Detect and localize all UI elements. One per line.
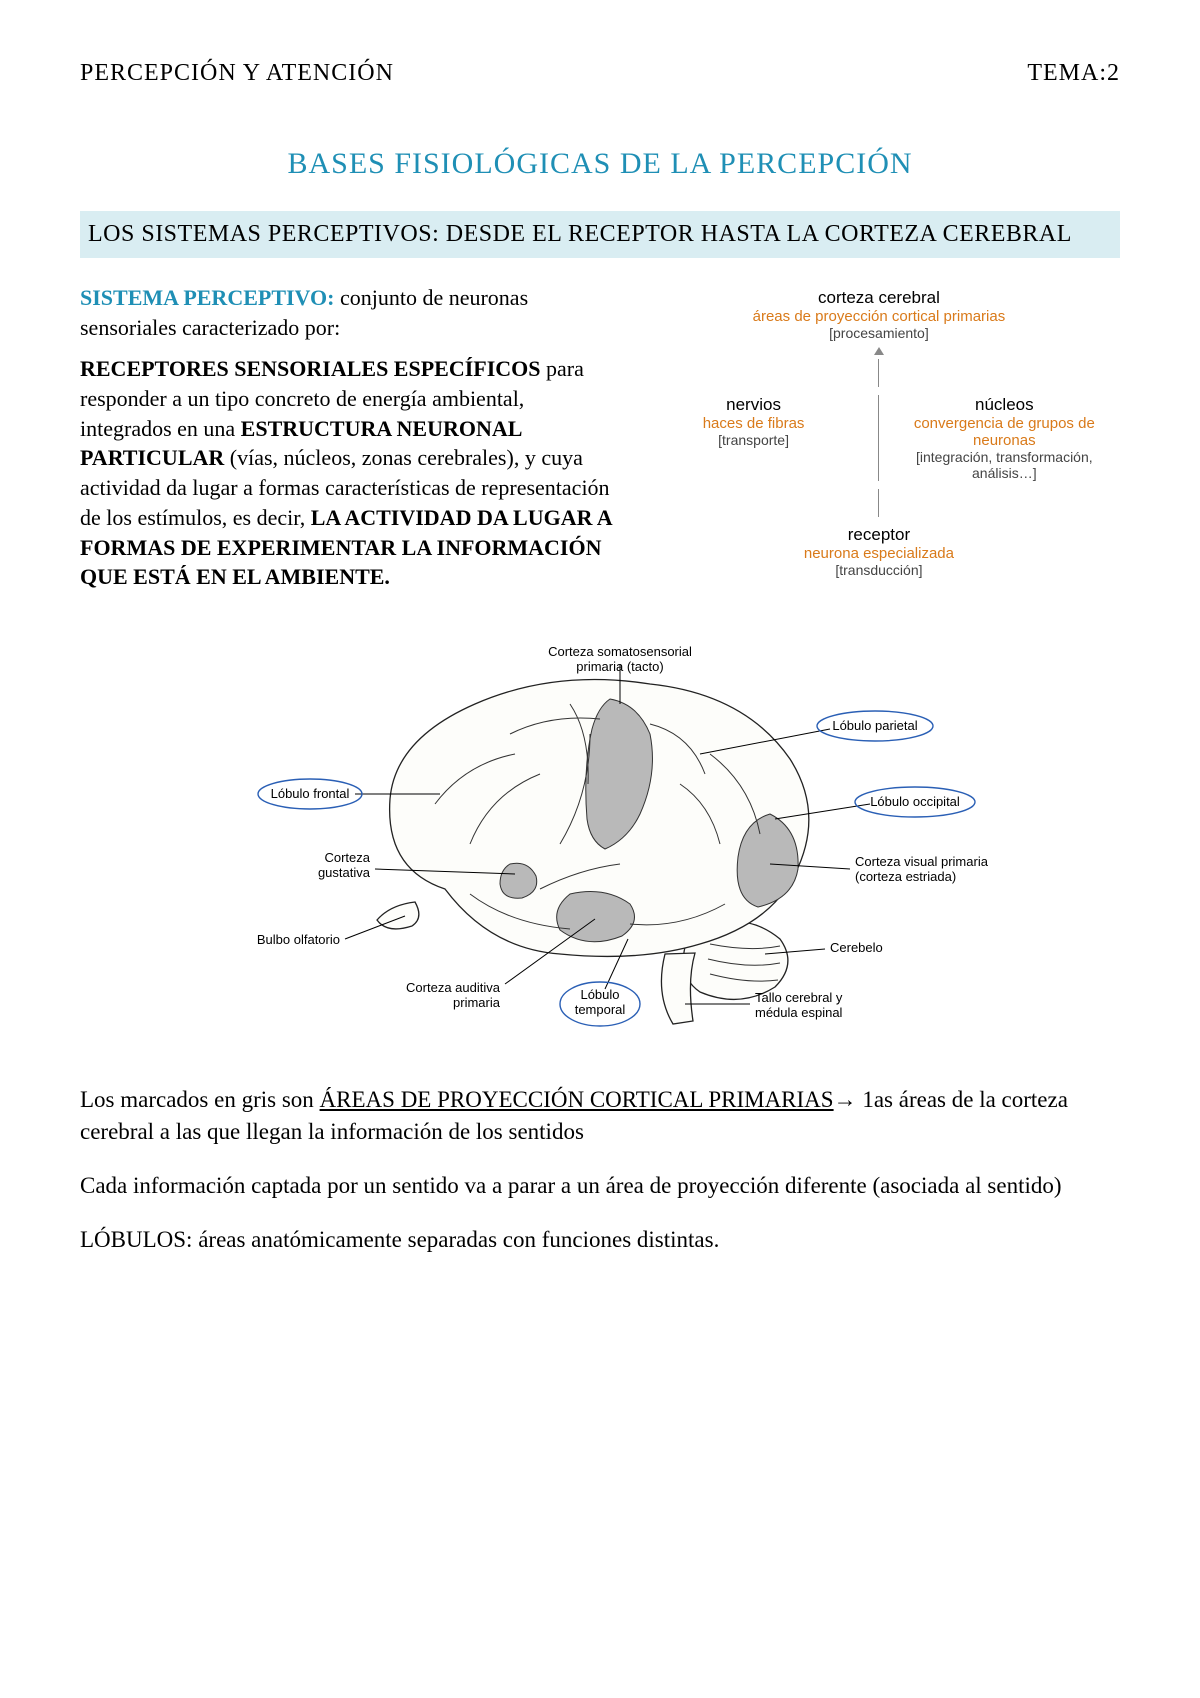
flow-right-label: núcleos [893, 395, 1115, 415]
brainstem-shape [661, 953, 695, 1024]
flow-right-note: [integración, transformación, análisis…] [893, 449, 1115, 481]
brain-svg: Corteza somatosensorial primaria (tacto)… [210, 644, 990, 1044]
flow-bottom-label: receptor [638, 525, 1120, 545]
flow-top: corteza cerebral áreas de proyección cor… [638, 288, 1120, 341]
brain-diagram: Corteza somatosensorial primaria (tacto)… [80, 644, 1120, 1044]
flow-top-label: corteza cerebral [638, 288, 1120, 308]
term-sistema: SISTEMA PERCEPTIVO: [80, 285, 334, 310]
lower-paragraphs: Los marcados en gris son ÁREAS DE PROYEC… [80, 1084, 1120, 1257]
flow-bottom-note: [transducción] [638, 562, 1120, 578]
label-temp2: temporal [575, 1002, 626, 1017]
flow-top-note: [procesamiento] [638, 325, 1120, 341]
header-left: PERCEPCIÓN Y ATENCIÓN [80, 60, 394, 87]
arrow-stem-icon [638, 489, 1120, 517]
flow-right-sub: convergencia de grupos de neuronas [893, 415, 1115, 449]
flow-top-sub: áreas de proyección cortical primarias [638, 308, 1120, 325]
label-visual1: Corteza visual primaria [855, 854, 989, 869]
auditory-area [557, 891, 635, 941]
flow-mid-divider [878, 395, 879, 481]
main-title: BASES FISIOLÓGICAS DE LA PERCEPCIÓN [80, 147, 1120, 181]
label-gust2: gustativa [318, 865, 371, 880]
label-bulbo: Bulbo olfatorio [257, 932, 340, 947]
p1u: ÁREAS DE PROYECCIÓN CORTICAL PRIMARIAS [320, 1087, 834, 1112]
header-right: TEMA:2 [1027, 60, 1120, 87]
label-aud2: primaria [453, 995, 501, 1010]
page-header: PERCEPCIÓN Y ATENCIÓN TEMA:2 [80, 60, 1120, 87]
label-somato2: primaria (tacto) [576, 659, 663, 674]
label-temp1: Lóbulo [580, 987, 619, 1002]
p1a: Los marcados en gris son [80, 1087, 320, 1112]
label-visual2: (corteza estriada) [855, 869, 956, 884]
flow-left: nervios haces de fibras [transporte] [643, 395, 865, 448]
two-column-layout: SISTEMA PERCEPTIVO: conjunto de neuronas… [80, 283, 1120, 604]
lower-p3: LÓBULOS: áreas anatómicamente separadas … [80, 1224, 1120, 1256]
section-heading: LOS SISTEMAS PERCEPTIVOS: DESDE EL RECEP… [80, 211, 1120, 258]
para-2: RECEPTORES SENSORIALES ESPECÍFICOS para … [80, 354, 613, 592]
label-gust1: Corteza [324, 850, 370, 865]
flow-left-label: nervios [643, 395, 865, 415]
lower-p2: Cada información captada por un sentido … [80, 1170, 1120, 1202]
flow-middle-row: nervios haces de fibras [transporte] núc… [638, 395, 1120, 481]
gustative-area [500, 863, 537, 898]
label-tallo1: Tallo cerebral y [755, 990, 843, 1005]
flow-left-sub: haces de fibras [643, 415, 865, 432]
arrow-up-icon [638, 347, 1120, 387]
label-cerebelo: Cerebelo [830, 940, 883, 955]
flow-bottom-sub: neurona especializada [638, 545, 1120, 562]
flow-right: núcleos convergencia de grupos de neuron… [893, 395, 1115, 481]
p1arrow: → [834, 1087, 857, 1112]
label-frontal: Lóbulo frontal [271, 786, 350, 801]
label-occipital: Lóbulo occipital [870, 794, 960, 809]
label-aud1: Corteza auditiva [406, 980, 501, 995]
para2-b1: RECEPTORES SENSORIALES ESPECÍFICOS [80, 356, 541, 381]
para-1: SISTEMA PERCEPTIVO: conjunto de neuronas… [80, 283, 613, 342]
label-parietal: Lóbulo parietal [832, 718, 917, 733]
label-somato1: Corteza somatosensorial [548, 644, 692, 659]
label-tallo2: médula espinal [755, 1005, 843, 1020]
flow-left-note: [transporte] [643, 432, 865, 448]
flow-diagram: corteza cerebral áreas de proyección cor… [638, 283, 1120, 604]
olfactory-bulb-shape [377, 902, 419, 929]
definition-text: SISTEMA PERCEPTIVO: conjunto de neuronas… [80, 283, 613, 604]
lower-p1: Los marcados en gris son ÁREAS DE PROYEC… [80, 1084, 1120, 1148]
flow-bottom: receptor neurona especializada [transduc… [638, 525, 1120, 578]
